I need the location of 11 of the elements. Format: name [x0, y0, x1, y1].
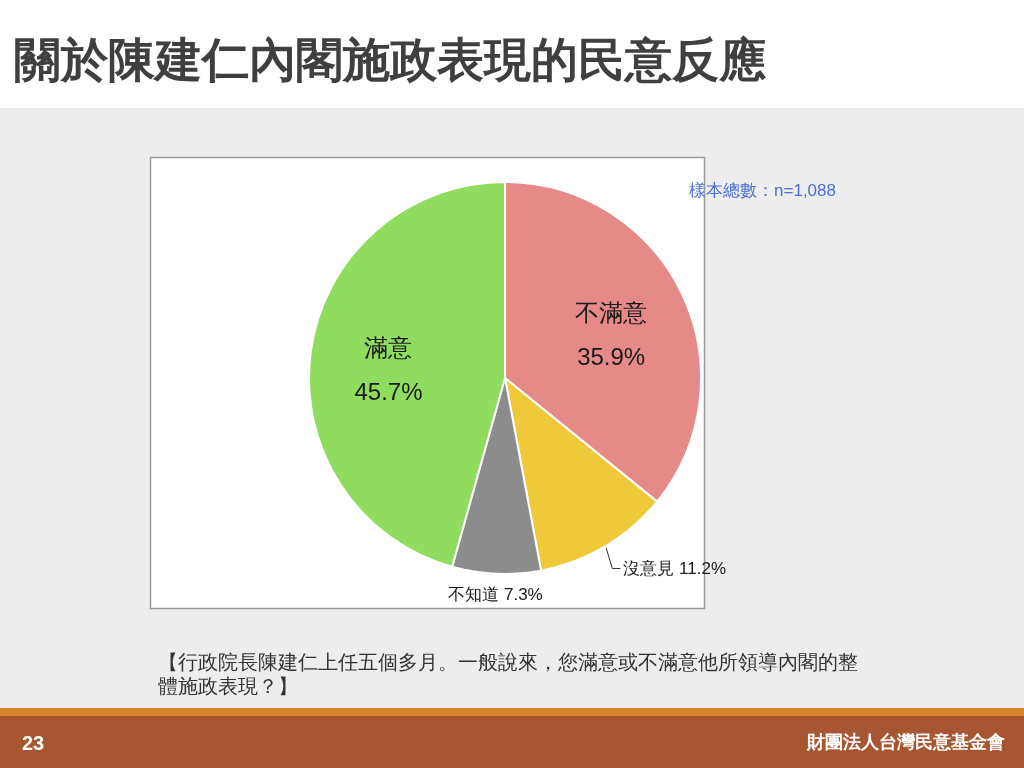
text: 【行政院長陳建仁上任五個多月。一般說來，您滿意或不滿意他所領導內閣的整體施政表現？】 — [158, 651, 858, 697]
text: 樣本總數：n=1,088 — [689, 181, 836, 200]
chart-title: 關於陳建仁內閣施政表現的民意反應 — [14, 33, 766, 86]
slice-label: 滿意 — [364, 333, 413, 361]
slice-label: 沒意見 11.2% — [623, 559, 727, 579]
data-label: 45.7% — [354, 377, 423, 405]
slice-label: 不知道 7.3% — [448, 584, 543, 604]
data-label: 35.9% — [577, 343, 646, 371]
text: 財團法人台灣民意基金會 — [806, 732, 1005, 752]
slice-label: 不滿意 — [575, 299, 648, 327]
text: 23 — [22, 732, 45, 754]
